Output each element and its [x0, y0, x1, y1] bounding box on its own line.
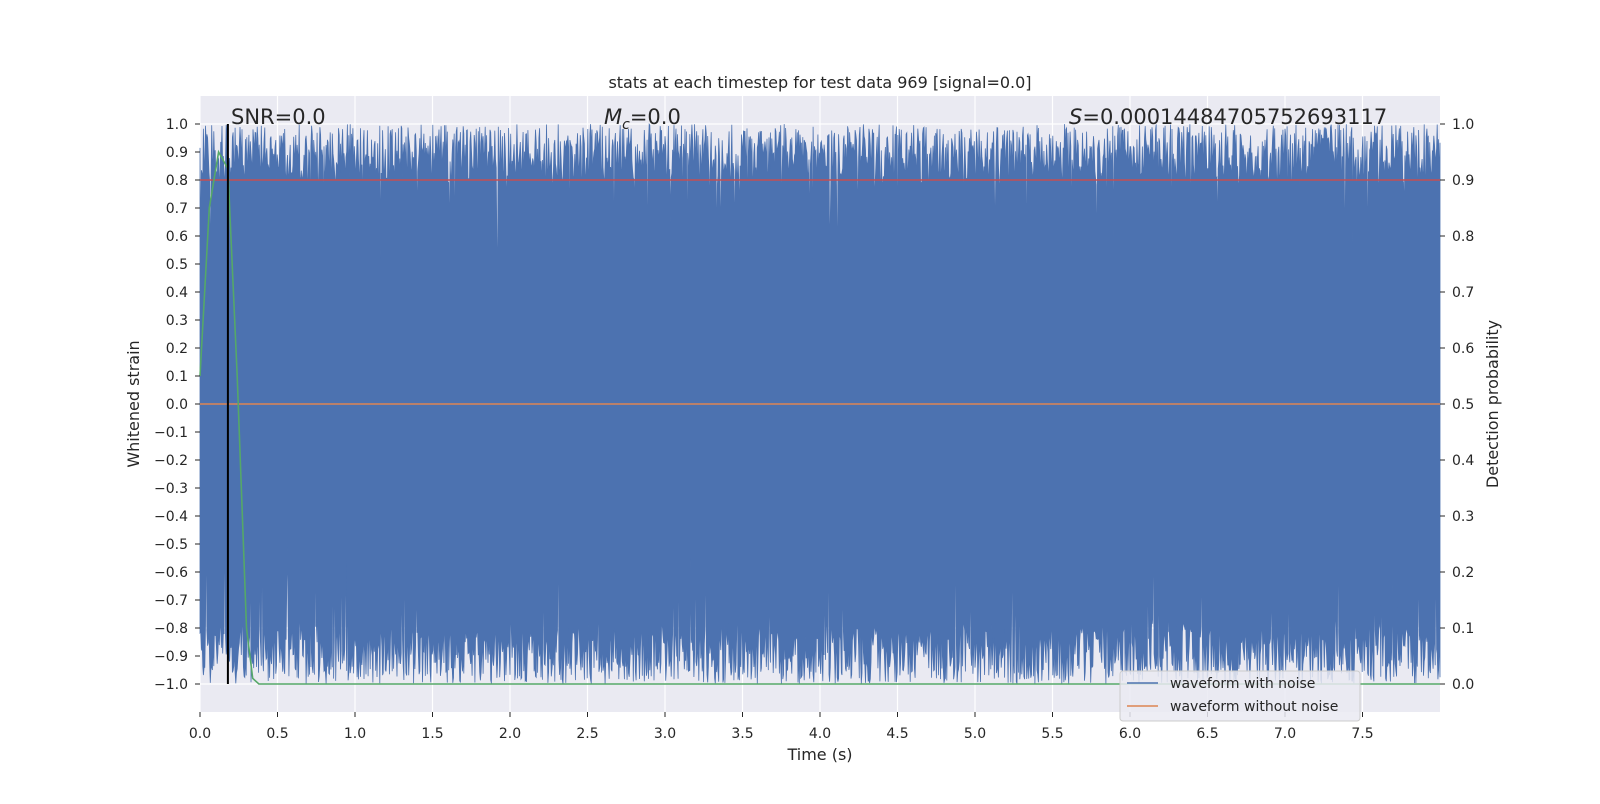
y2-tick-label: 0.9 [1452, 173, 1474, 189]
legend-box [1119, 670, 1361, 722]
x-tick-label: 0.0 [189, 726, 211, 742]
s-value: =0.00014484705752693117 [1082, 105, 1387, 129]
y-tick-label: −0.3 [154, 481, 188, 497]
mc-value: =0.0 [630, 105, 681, 129]
y-tick-label: −0.7 [154, 593, 188, 609]
x-tick-label: 5.5 [1041, 726, 1063, 742]
y-tick-label: −0.8 [154, 621, 188, 637]
mc-annotation: Mc=0.0 [604, 105, 681, 133]
s-symbol: S [1069, 105, 1082, 129]
line-series [199, 124, 1440, 685]
y-tick-label: 0.3 [166, 313, 188, 329]
chart-title: stats at each timestep for test data 969… [608, 73, 1031, 92]
x-tick-label: 4.0 [809, 726, 831, 742]
y-axis-label: Whitened strain [124, 340, 143, 467]
y-tick-label: 0.1 [166, 369, 188, 385]
y-ticks: 1.0 0.9 0.8 0.7 0.6 0.5 0.4 0.3 0.2 0.1 0.0 −0.1 −0.… [154, 117, 200, 693]
x-tick-label: 3.0 [654, 726, 676, 742]
y2-tick-label: 0.7 [1452, 285, 1474, 301]
x-tick-label: 6.5 [1196, 726, 1218, 742]
y-tick-label: −0.4 [154, 509, 188, 525]
y2-tick-label: 0.3 [1452, 509, 1474, 525]
y2-tick-label: 1.0 [1452, 117, 1474, 133]
y-tick-label: 1.0 [166, 117, 188, 133]
y2-tick-label: 0.6 [1452, 341, 1474, 357]
y-tick-label: 0.7 [166, 201, 188, 217]
y-tick-label: 0.6 [166, 229, 188, 245]
mc-symbol: M [604, 105, 622, 129]
s-annotation: S=0.00014484705752693117 [1069, 105, 1387, 129]
y-tick-label: 0.4 [166, 285, 188, 301]
y-tick-label: −0.1 [154, 425, 188, 441]
y-tick-label: 0.2 [166, 341, 188, 357]
x-tick-label: 7.5 [1351, 726, 1373, 742]
x-tick-label: 6.0 [1119, 726, 1141, 742]
y2-ticks: 1.0 0.9 0.8 0.7 0.6 0.5 0.4 0.3 0.2 0.1 0.0 [1440, 117, 1474, 693]
x-tick-label: 2.5 [576, 726, 598, 742]
y-tick-label: −0.6 [154, 565, 188, 581]
y2-tick-label: 0.5 [1452, 397, 1474, 413]
y2-tick-label: 0.4 [1452, 453, 1474, 469]
x-tick-label: 5.0 [964, 726, 986, 742]
y-tick-label: −0.2 [154, 453, 188, 469]
x-axis-label: Time (s) [786, 745, 852, 764]
x-tick-label: 3.5 [731, 726, 753, 742]
snr-annotation: SNR=0.0 [231, 105, 326, 129]
x-tick-label: 1.5 [421, 726, 443, 742]
x-tick-label: 7.0 [1274, 726, 1296, 742]
y2-axis-label: Detection probability [1483, 320, 1502, 488]
y2-tick-label: 0.1 [1452, 621, 1474, 637]
legend-label-noise: waveform with noise [1170, 676, 1315, 692]
x-tick-label: 1.0 [344, 726, 366, 742]
y-tick-label: −1.0 [154, 677, 188, 693]
detection-probability-line [199, 149, 1440, 685]
y2-tick-label: 0.2 [1452, 565, 1474, 581]
x-ticks: 0.0 0.5 1.0 1.5 2.0 2.5 3.0 3.5 4.0 4.5 5.0 5.5 6.0 6… [189, 712, 1374, 742]
x-tick-label: 2.0 [499, 726, 521, 742]
x-tick-label: 0.5 [266, 726, 288, 742]
legend-label-clean: waveform without noise [1170, 699, 1338, 715]
y2-tick-label: 0.8 [1452, 229, 1474, 245]
x-tick-label: 4.5 [886, 726, 908, 742]
y-tick-label: 0.0 [166, 397, 188, 413]
mc-subscript: c [622, 117, 630, 133]
y-tick-label: −0.5 [154, 537, 188, 553]
y-tick-label: 0.9 [166, 145, 188, 161]
y-tick-label: 0.8 [166, 173, 188, 189]
legend: waveform with noise waveform without noi… [1119, 670, 1361, 722]
y-tick-label: −0.9 [154, 649, 188, 665]
y2-tick-label: 0.0 [1452, 677, 1474, 693]
y-tick-label: 0.5 [166, 257, 188, 273]
